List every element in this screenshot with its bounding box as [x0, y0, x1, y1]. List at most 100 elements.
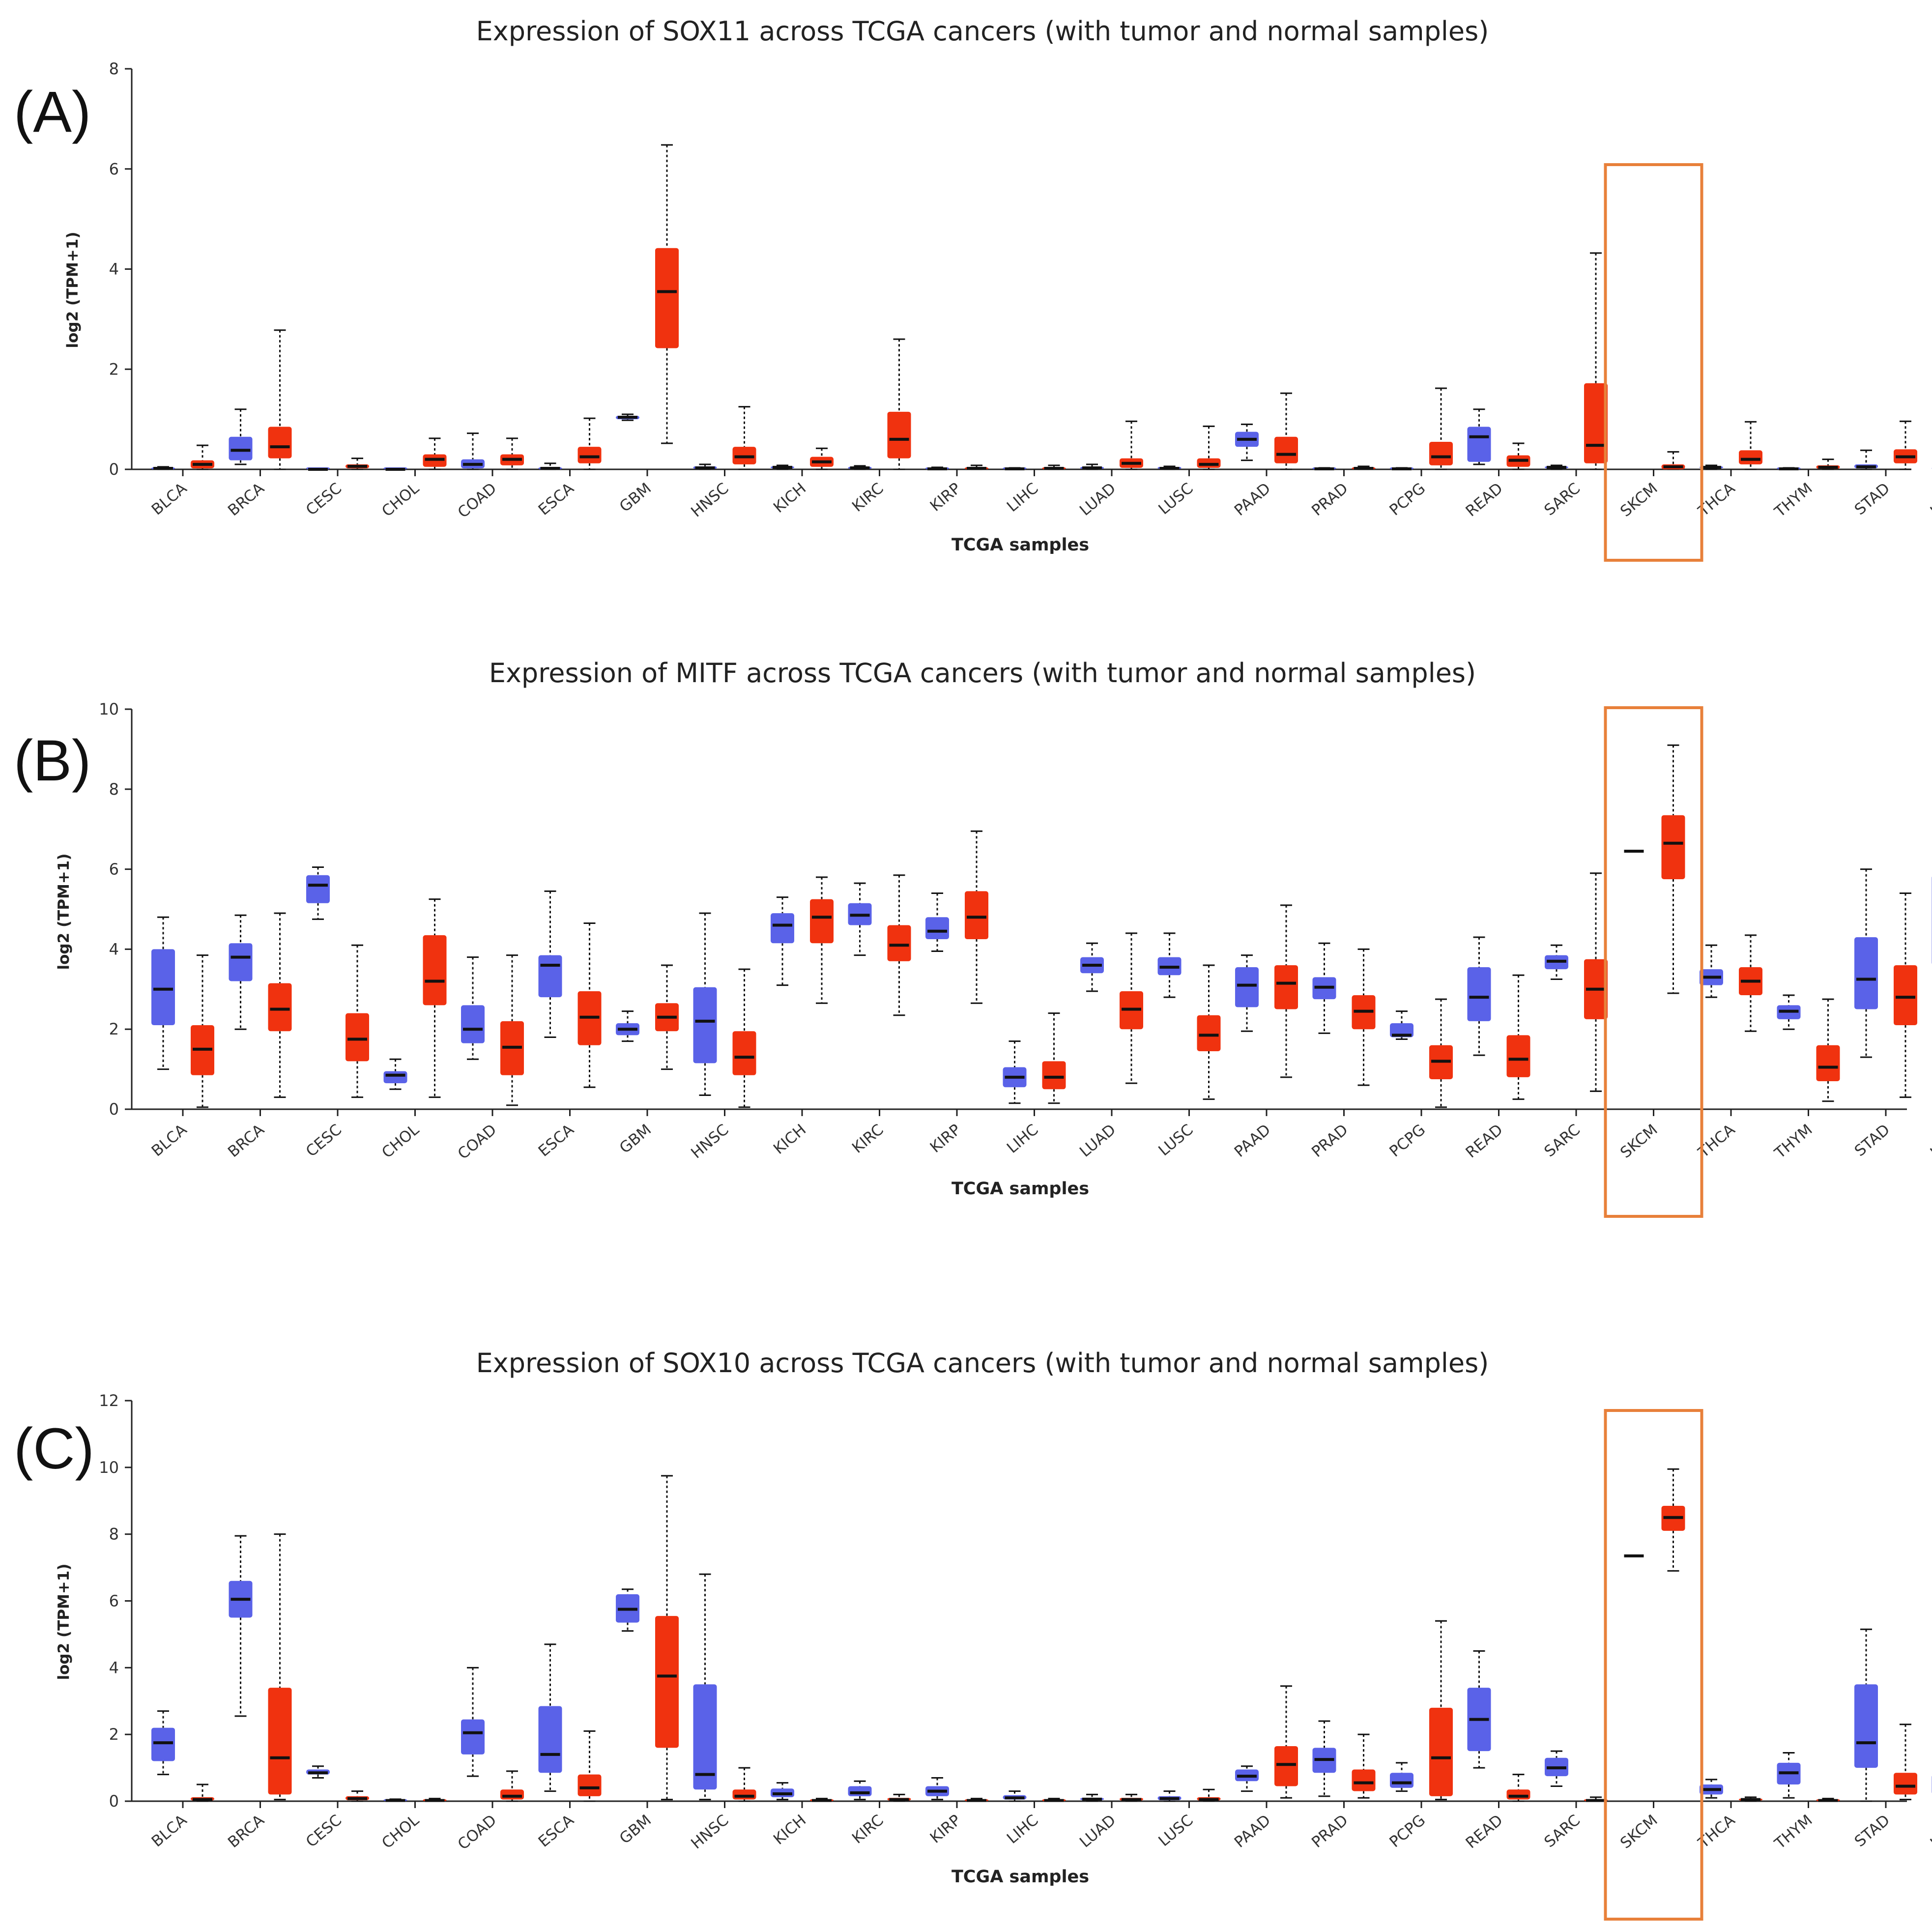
box-normal-paad: [1235, 1765, 1259, 1792]
x-tick-label-blca: BLCA: [148, 1812, 190, 1851]
box-tumor-kirp: [965, 464, 988, 470]
x-tick-label-kich: KICH: [770, 480, 809, 517]
iqr-box: [577, 1774, 602, 1796]
box-normal-coad: [461, 432, 485, 470]
box-normal-thca: [1700, 944, 1723, 998]
box-tumor-pcpg: [1429, 387, 1453, 470]
box-normal-coad: [461, 1667, 485, 1777]
box-normal-lusc: [1157, 932, 1182, 998]
skcm-highlight-box-a: [1604, 163, 1703, 562]
iqr-box: [1816, 1045, 1840, 1082]
iqr-box: [1429, 1707, 1453, 1796]
box-normal-chol: [383, 1798, 407, 1802]
x-tick-label-kirp: KIRP: [927, 1812, 965, 1847]
iqr-box: [810, 899, 834, 944]
iqr-box: [461, 1005, 485, 1043]
box-tumor-luad: [1120, 932, 1143, 1084]
x-tick-label-ucec: UCEC: [1927, 1121, 1932, 1162]
iqr-box: [1854, 937, 1878, 1009]
box-tumor-lihc: [1042, 464, 1066, 470]
iqr-box: [1467, 427, 1491, 462]
box-tumor-stad: [1894, 892, 1917, 1098]
iqr-box: [887, 925, 911, 961]
box-tumor-paad: [1274, 392, 1298, 470]
box-normal-pcpg: [1390, 1010, 1413, 1040]
x-tick-label-esca: ESCA: [535, 480, 577, 519]
box-normal-kirp: [925, 466, 949, 470]
iqr-box: [577, 447, 602, 463]
iqr-box: [1235, 967, 1259, 1007]
box-tumor-stad: [1894, 420, 1917, 470]
y-tick-label: 8: [109, 780, 119, 799]
box-normal-coad: [461, 956, 485, 1060]
x-tick-label-kich: KICH: [770, 1121, 809, 1158]
y-tick-label: 10: [99, 1458, 119, 1477]
box-normal-paad: [1235, 423, 1259, 461]
box-tumor-lusc: [1197, 425, 1221, 470]
x-tick-label-luad: LUAD: [1076, 1121, 1119, 1161]
x-tick-label-coad: COAD: [455, 1121, 500, 1163]
iqr-box: [771, 913, 794, 944]
panel-label-c: (C): [14, 1416, 94, 1481]
iqr-box: [1429, 441, 1453, 465]
box-tumor-paad: [1274, 904, 1298, 1078]
iqr-box: [655, 248, 679, 348]
y-tick-label: 10: [99, 700, 119, 719]
box-tumor-kich: [810, 447, 834, 470]
iqr-box: [461, 1719, 485, 1754]
x-tick-label-chol: CHOL: [378, 479, 423, 520]
x-tick-label-read: READ: [1462, 1812, 1506, 1852]
box-normal-lihc: [1003, 1040, 1027, 1104]
y-tick-label: 4: [109, 1658, 119, 1677]
x-tick-label-kich: KICH: [770, 1812, 809, 1848]
y-tick-label: 6: [109, 1592, 119, 1611]
x-tick-label-lihc: LIHC: [1004, 1812, 1042, 1847]
x-tick-label-read: READ: [1462, 480, 1506, 520]
box-normal-luad: [1080, 942, 1104, 992]
box-tumor-skcm: [1661, 1468, 1685, 1572]
iqr-box: [1352, 1769, 1376, 1791]
iqr-box: [887, 411, 911, 459]
box-tumor-lusc: [1197, 964, 1221, 1100]
box-normal-sarc: [1545, 1750, 1568, 1787]
box-tumor-paad: [1274, 1685, 1298, 1799]
box-tumor-pcpg: [1429, 998, 1453, 1108]
box-tumor-hnsc: [732, 1767, 756, 1802]
x-tick-label-sarc: SARC: [1541, 1812, 1584, 1851]
iqr-box: [925, 917, 949, 940]
x-tick-label-ucec: UCEC: [1927, 1812, 1932, 1852]
box-tumor-brca: [268, 1533, 292, 1801]
box-tumor-skcm: [1661, 451, 1685, 470]
x-tick-label-luad: LUAD: [1076, 1812, 1119, 1851]
box-normal-kirc: [848, 882, 872, 956]
iqr-box: [1274, 1746, 1298, 1786]
box-normal-kich: [771, 896, 794, 986]
panel-a: Expression of SOX11 across TCGA cancers …: [14, 16, 1932, 555]
box-normal-kich: [771, 464, 794, 470]
iqr-box: [346, 1013, 369, 1062]
x-tick-label-prad: PRAD: [1308, 1121, 1352, 1161]
iqr-box: [1894, 1773, 1917, 1795]
iqr-box: [1390, 1773, 1413, 1788]
box-normal-kirp: [925, 1777, 949, 1801]
x-tick-label-kirp: KIRP: [927, 480, 965, 515]
x-tick-label-kirp: KIRP: [927, 1121, 965, 1156]
x-tick-label-lihc: LIHC: [1004, 480, 1042, 516]
box-normal-cesc: [306, 467, 330, 471]
box-tumor-sarc: [1584, 1796, 1608, 1802]
x-tick-label-brca: BRCA: [225, 480, 268, 520]
box-normal-lusc: [1157, 1790, 1182, 1802]
box-normal-read: [1467, 936, 1491, 1056]
x-tick-label-skcm: SKCM: [1617, 1121, 1661, 1162]
skcm-highlights: [1604, 163, 1703, 1921]
box-tumor-blca: [191, 444, 214, 470]
box-tumor-prad: [1352, 948, 1376, 1086]
x-tick-label-blca: BLCA: [148, 480, 190, 519]
box-normal-stad: [1854, 1628, 1878, 1802]
box-tumor-lihc: [1042, 1798, 1066, 1802]
x-tick-label-sarc: SARC: [1541, 1121, 1584, 1161]
iqr-box: [500, 1789, 524, 1800]
x-tick-label-esca: ESCA: [535, 1812, 577, 1851]
box-tumor-skcm: [1661, 744, 1685, 994]
box-normal-lusc: [1157, 465, 1182, 470]
